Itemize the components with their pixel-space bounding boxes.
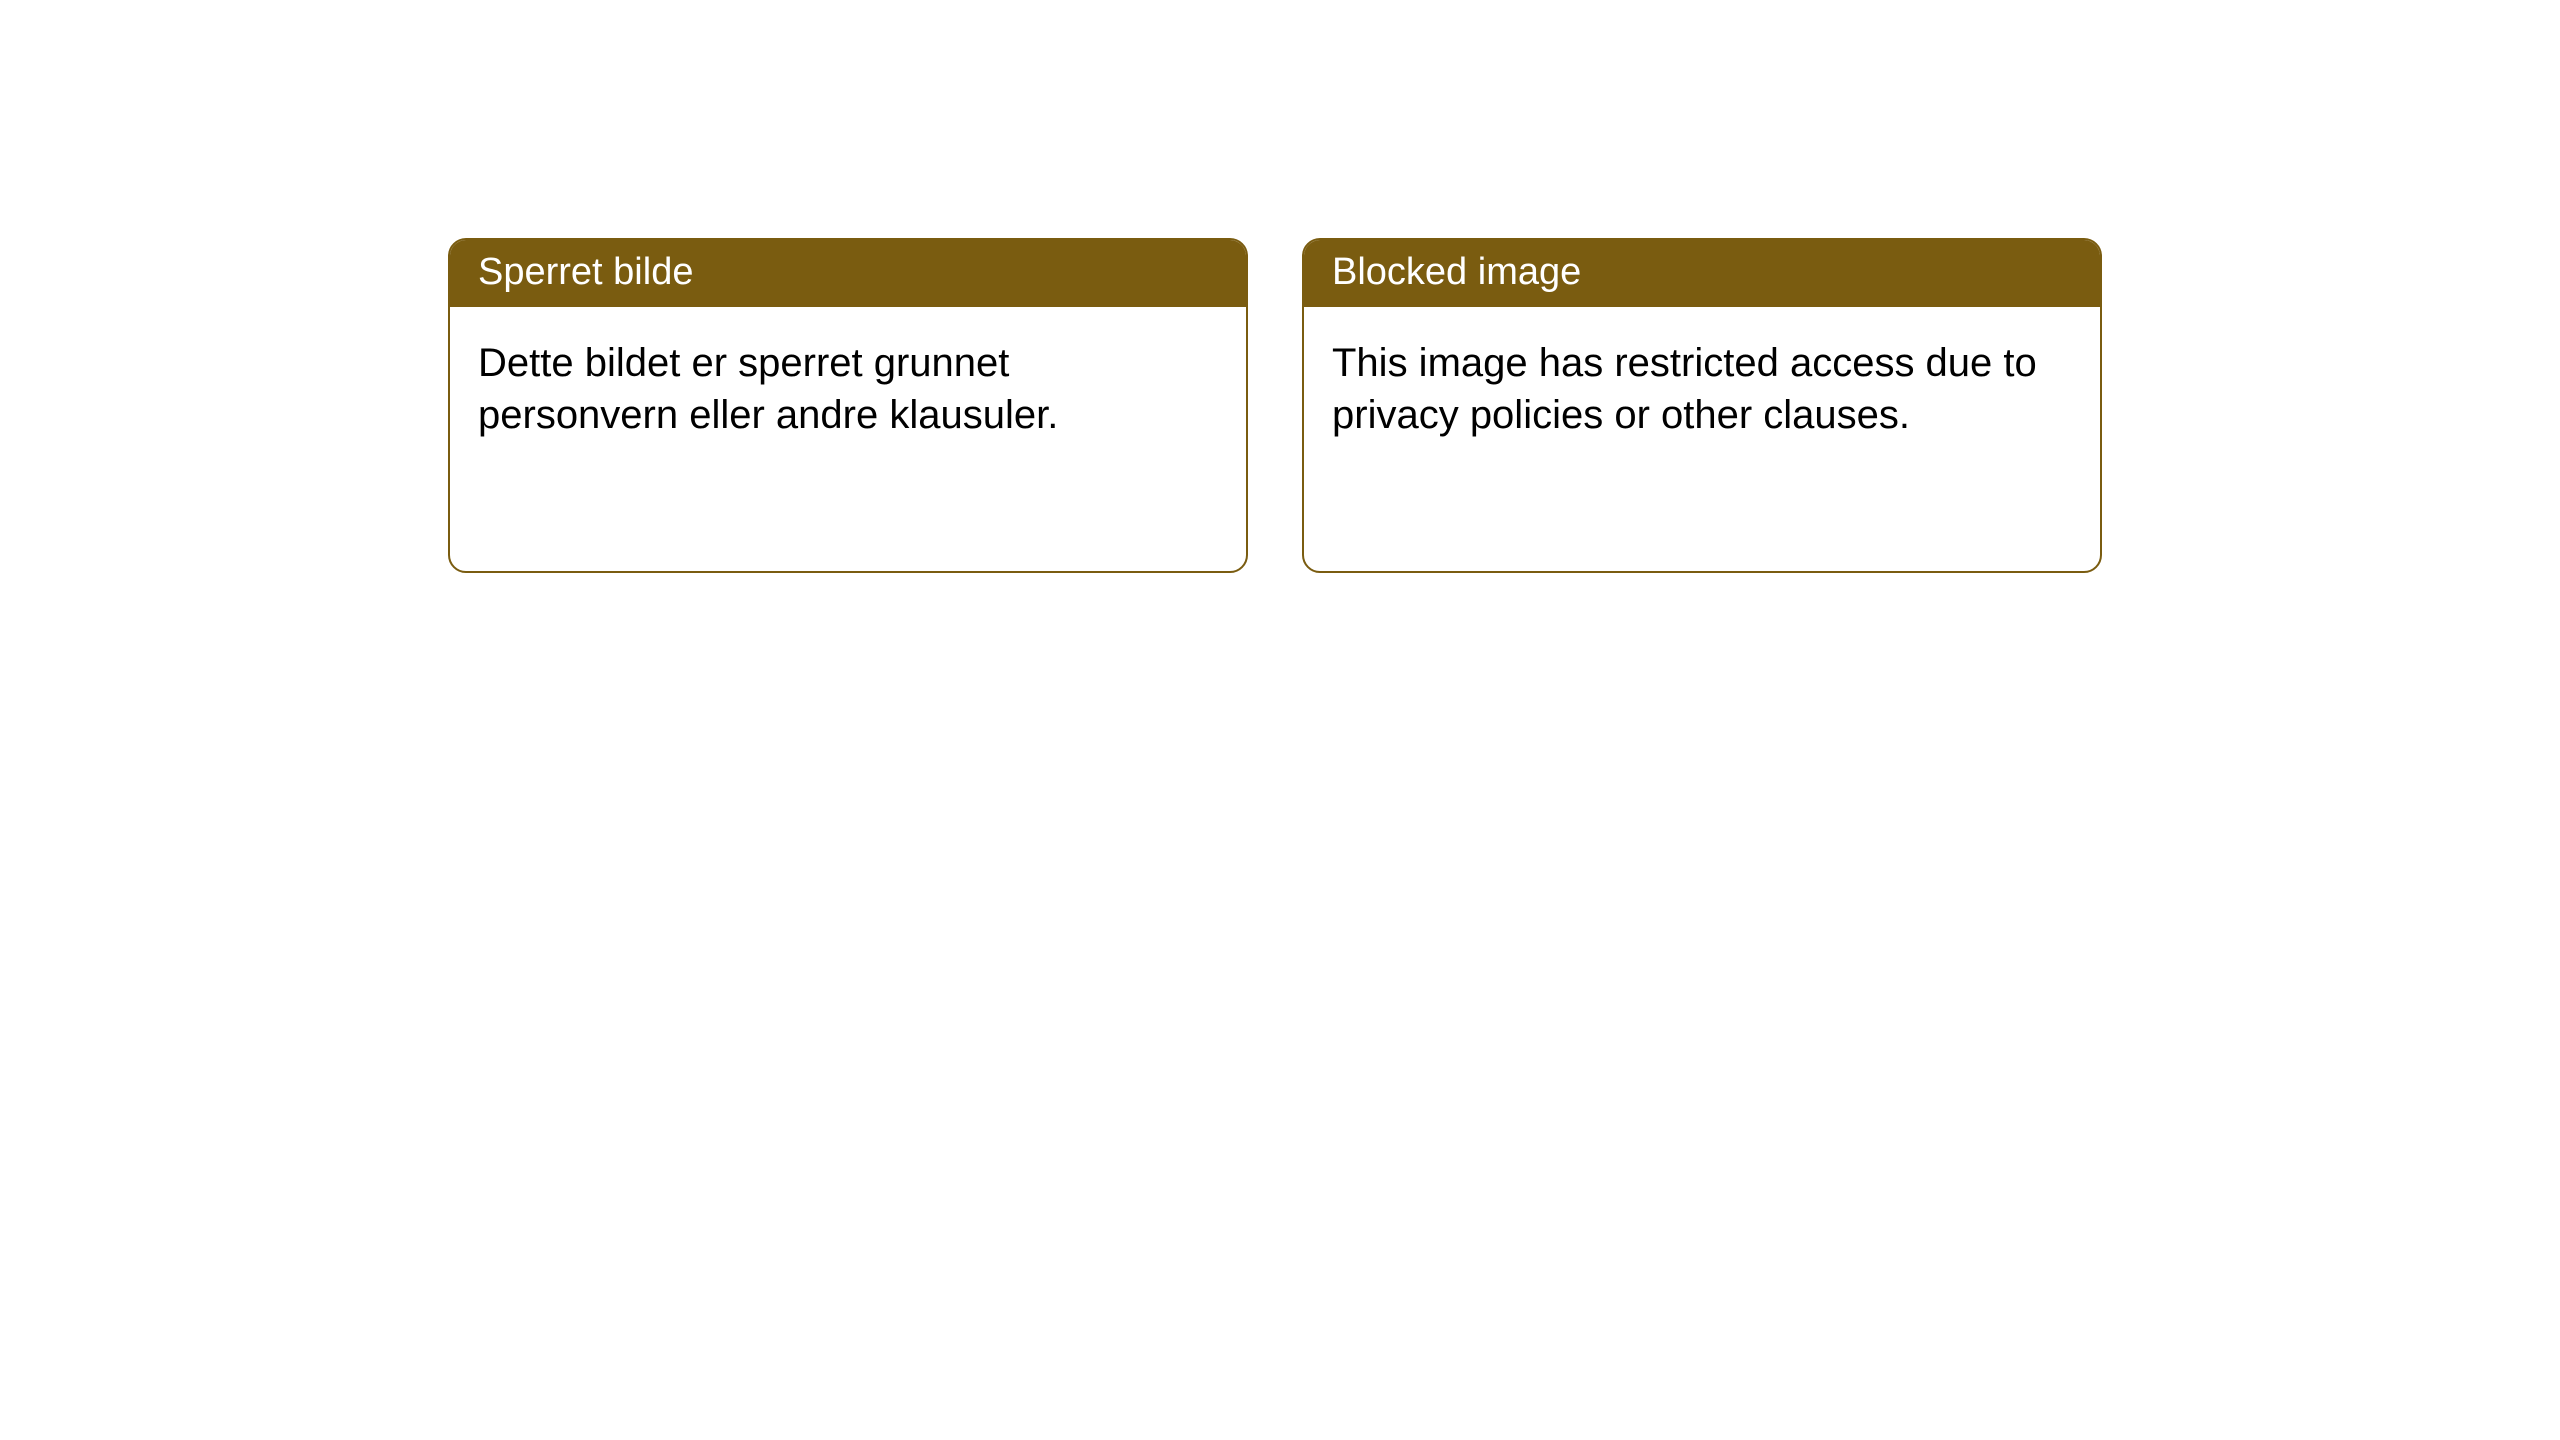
notice-body-norwegian: Dette bildet er sperret grunnet personve… [450,307,1246,469]
notice-title-norwegian: Sperret bilde [450,240,1246,307]
notice-card-norwegian: Sperret bilde Dette bildet er sperret gr… [448,238,1248,573]
notice-title-english: Blocked image [1304,240,2100,307]
notice-container: Sperret bilde Dette bildet er sperret gr… [0,0,2560,573]
notice-body-english: This image has restricted access due to … [1304,307,2100,469]
notice-card-english: Blocked image This image has restricted … [1302,238,2102,573]
